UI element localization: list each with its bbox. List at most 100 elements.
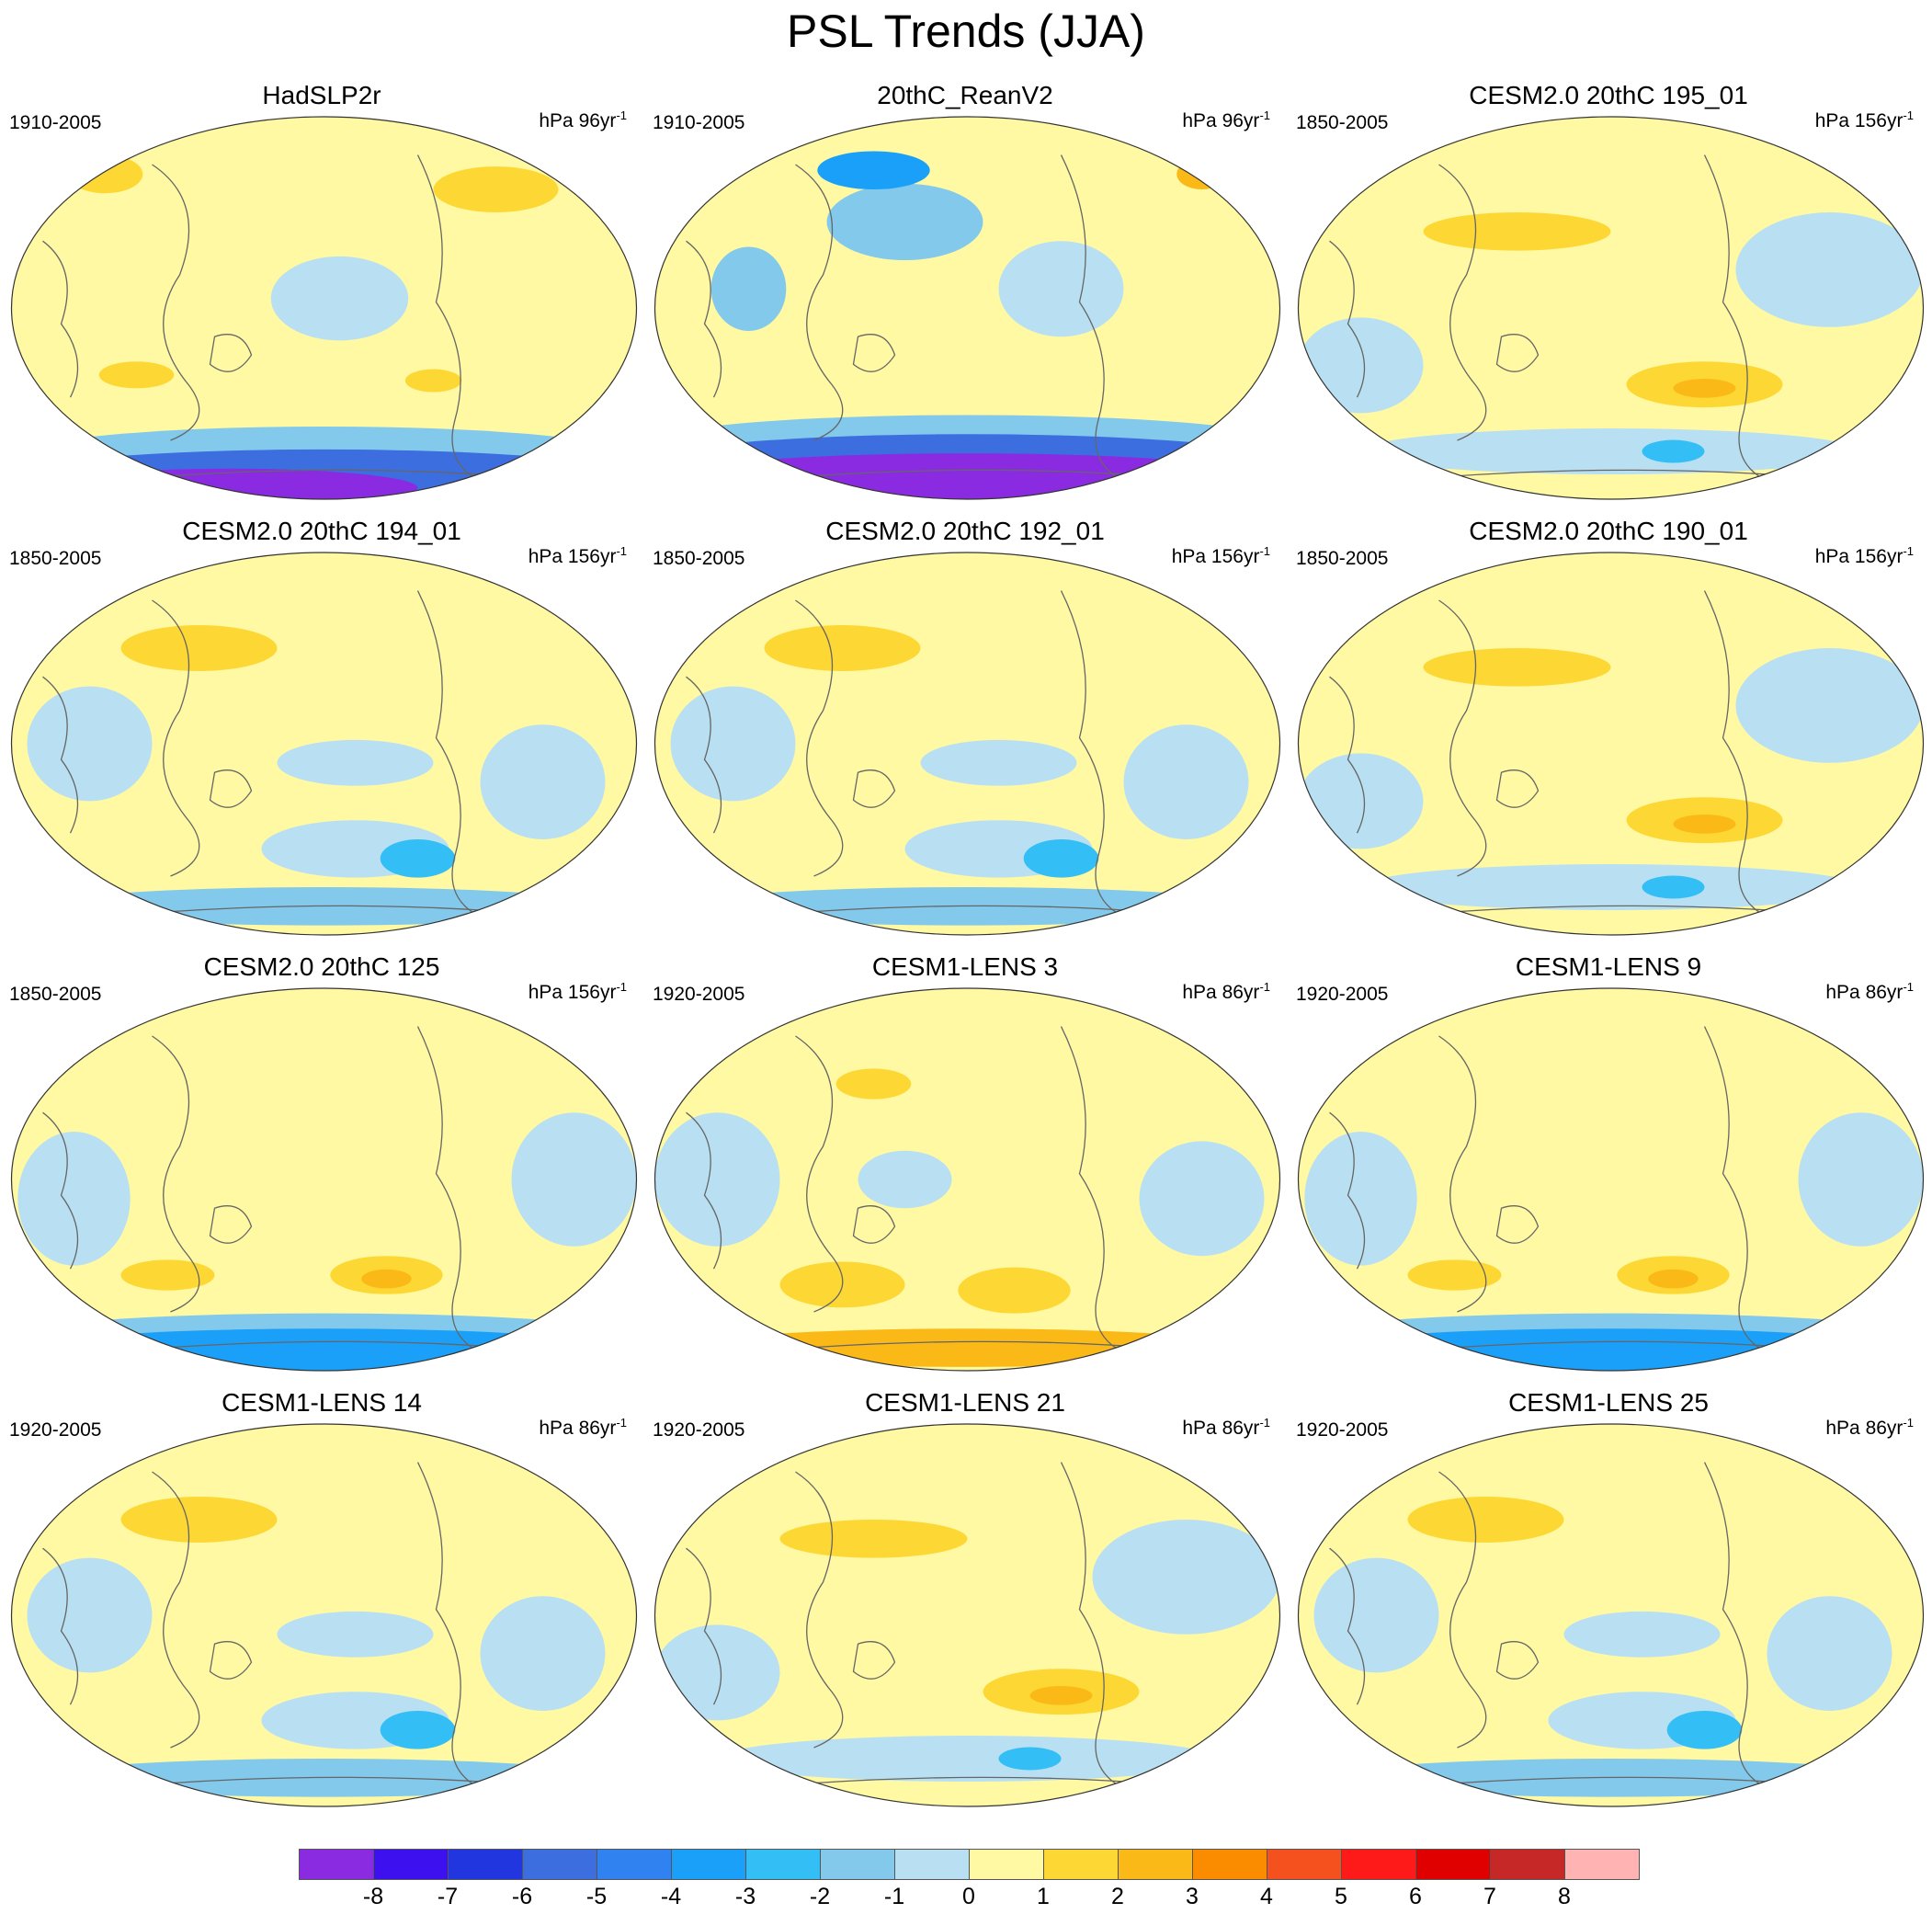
coastline bbox=[42, 1111, 79, 1270]
colorbar-swatch bbox=[522, 1849, 597, 1880]
panel-period: 1920-2005 bbox=[1296, 1419, 1389, 1441]
coastline bbox=[795, 164, 844, 441]
contour-region bbox=[1423, 648, 1611, 687]
panel-units-exponent: -1 bbox=[1903, 108, 1914, 122]
map-panel: CESM1-LENS 9 1920-2005 hPa 86yr-1 bbox=[1287, 952, 1930, 1384]
contour-region bbox=[120, 625, 278, 671]
panel-title: CESM1-LENS 9 bbox=[1515, 952, 1702, 981]
panel-units: hPa 86yr-1 bbox=[1182, 1416, 1270, 1440]
panel-title: CESM1-LENS 21 bbox=[865, 1388, 1065, 1417]
map-border bbox=[10, 552, 638, 936]
coastline bbox=[795, 1471, 844, 1749]
map-border bbox=[653, 987, 1281, 1372]
trend-map bbox=[1297, 987, 1925, 1372]
colorbar-swatch bbox=[1267, 1849, 1342, 1880]
panel-units-text: hPa 156yr bbox=[528, 546, 617, 567]
coastline bbox=[152, 1035, 200, 1313]
coastline bbox=[852, 1641, 896, 1680]
trend-map bbox=[1297, 116, 1925, 500]
contour-region bbox=[404, 369, 462, 393]
coastline bbox=[416, 154, 473, 478]
coastline bbox=[209, 1641, 253, 1680]
colorbar: -8 -7 -6 -5 -4 -3 -2 -1 0 1 2 3 4 5 6 7 8 bbox=[299, 1849, 1640, 1909]
contour-region bbox=[17, 1132, 131, 1266]
panel-title: 20thC_ReanV2 bbox=[877, 81, 1053, 109]
contour-region bbox=[380, 839, 456, 878]
contour-region bbox=[27, 1557, 153, 1673]
contour-region bbox=[1666, 1711, 1743, 1749]
panel-period: 1850-2005 bbox=[1296, 548, 1389, 569]
colorbar-tick-label: -8 bbox=[362, 1884, 384, 1909]
trend-map bbox=[1297, 1423, 1925, 1807]
map-panel: CESM2.0 20thC 125 1850-2005 hPa 156yr-1 bbox=[0, 952, 643, 1384]
panel-title: CESM2.0 20thC 194_01 bbox=[182, 517, 461, 545]
contour-region bbox=[1360, 864, 1861, 910]
colorbar-tick-label: 7 bbox=[1483, 1884, 1496, 1909]
coastline bbox=[852, 334, 896, 372]
contour-region bbox=[511, 1112, 637, 1247]
panel-units-exponent: -1 bbox=[616, 108, 627, 122]
colorbar-swatch bbox=[448, 1849, 523, 1880]
map-border bbox=[10, 116, 638, 500]
contour-region bbox=[717, 1736, 1218, 1782]
coastline bbox=[1060, 154, 1117, 478]
panel-units-text: hPa 86yr bbox=[1182, 982, 1260, 1003]
map-panel: 20thC_ReanV2 1910-2005 hPa 96yr-1 bbox=[643, 81, 1287, 513]
panel-units: hPa 86yr-1 bbox=[1825, 1416, 1914, 1440]
contour-region bbox=[1298, 317, 1424, 414]
panel-units-text: hPa 86yr bbox=[1182, 1418, 1260, 1439]
panel-units: hPa 86yr-1 bbox=[1825, 980, 1914, 1004]
contour-region bbox=[998, 1747, 1062, 1771]
coastline bbox=[416, 1462, 473, 1785]
contour-region bbox=[1673, 378, 1736, 398]
colorbar-tick-label: -3 bbox=[734, 1884, 756, 1909]
panel-units-exponent: -1 bbox=[1259, 980, 1270, 994]
contour-region bbox=[1673, 814, 1736, 834]
contour-region bbox=[670, 686, 796, 802]
coastline bbox=[42, 240, 79, 398]
coastline bbox=[1703, 1026, 1760, 1350]
panel-period: 1920-2005 bbox=[1296, 984, 1389, 1005]
map-panel: CESM1-LENS 3 1920-2005 hPa 86yr-1 bbox=[643, 952, 1287, 1384]
colorbar-swatch bbox=[820, 1849, 895, 1880]
contour-region bbox=[1767, 1596, 1892, 1711]
contour-region bbox=[1407, 1259, 1502, 1291]
contour-region bbox=[858, 1150, 952, 1209]
colorbar-tick-label: 3 bbox=[1186, 1884, 1199, 1909]
colorbar-swatch bbox=[1415, 1849, 1491, 1880]
coastline bbox=[1329, 240, 1366, 398]
colorbar-tick-label: 5 bbox=[1335, 1884, 1347, 1909]
panel-units-text: hPa 156yr bbox=[1814, 546, 1904, 567]
colorbar-tick-label: -5 bbox=[585, 1884, 608, 1909]
panel-units-exponent: -1 bbox=[1259, 544, 1270, 558]
panel-title: CESM2.0 20thC 125 bbox=[203, 952, 440, 981]
contour-region bbox=[1642, 875, 1705, 899]
contour-region bbox=[67, 154, 143, 194]
coastline bbox=[795, 599, 844, 877]
contour-region bbox=[361, 1269, 412, 1289]
panel-period: 1850-2005 bbox=[9, 548, 102, 569]
contour-region bbox=[1304, 1132, 1417, 1266]
contour-region bbox=[1563, 1611, 1721, 1658]
contour-region bbox=[98, 361, 175, 389]
contour-region bbox=[779, 1520, 968, 1558]
coastline bbox=[416, 590, 473, 914]
coastline bbox=[152, 164, 200, 441]
coastline bbox=[42, 676, 79, 834]
coastline bbox=[1495, 334, 1540, 372]
contour-region bbox=[920, 739, 1077, 786]
panel-units-exponent: -1 bbox=[1903, 1416, 1914, 1430]
colorbar-swatch bbox=[299, 1849, 374, 1880]
contour-region bbox=[120, 1259, 215, 1291]
panel-units-exponent: -1 bbox=[616, 980, 627, 994]
colorbar-tick-label: 0 bbox=[962, 1884, 975, 1909]
colorbar-tick-label: -1 bbox=[883, 1884, 905, 1909]
panel-units: hPa 156yr-1 bbox=[528, 980, 627, 1004]
coastline bbox=[686, 1111, 722, 1270]
map-border bbox=[1297, 116, 1925, 500]
contour-region bbox=[654, 1112, 780, 1247]
trend-map bbox=[653, 116, 1281, 500]
coastline bbox=[1703, 154, 1760, 478]
panel-title: CESM2.0 20thC 195_01 bbox=[1469, 81, 1748, 109]
contour-region bbox=[817, 151, 930, 190]
